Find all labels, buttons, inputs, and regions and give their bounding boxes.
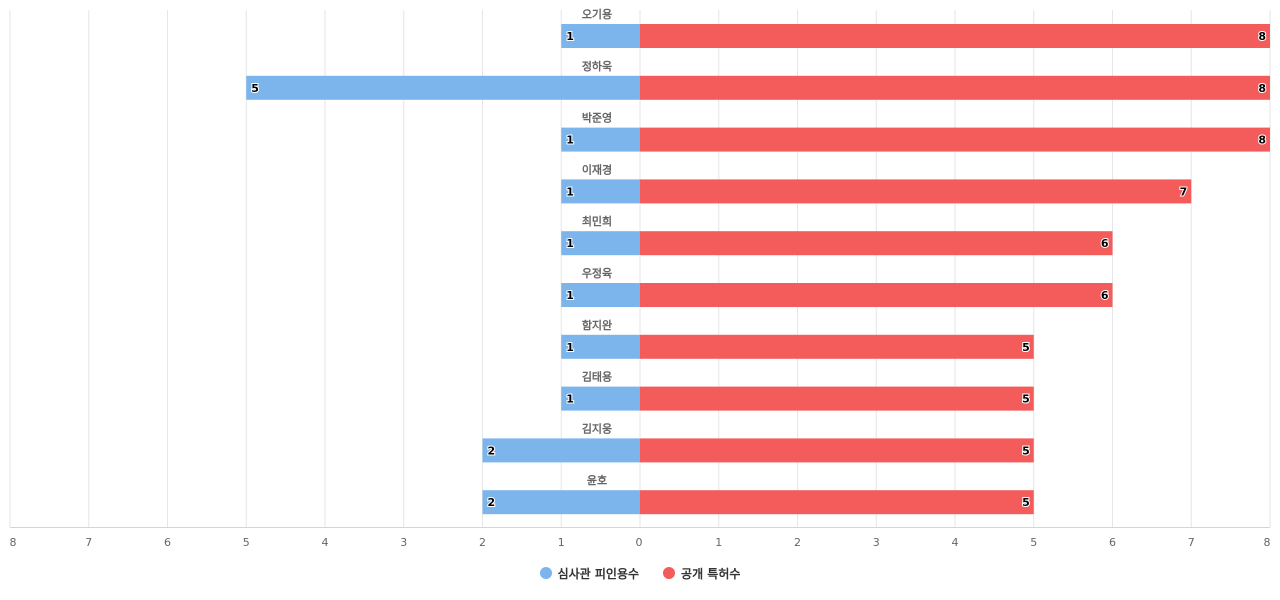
bar-left[interactable] — [561, 24, 640, 48]
x-tick-label: 8 — [10, 536, 17, 549]
x-tick-label: 8 — [1264, 536, 1271, 549]
data-label-left: 1 — [566, 185, 574, 198]
x-tick-label: 7 — [85, 536, 92, 549]
legend-label-series-2: 공개 특허수 — [681, 566, 741, 581]
x-tick-label: 1 — [715, 536, 722, 549]
bar-left[interactable] — [561, 334, 640, 359]
x-tick-label: 3 — [400, 536, 407, 549]
data-label-right: 5 — [1022, 393, 1030, 406]
category-label: 윤호 — [587, 473, 607, 487]
data-label-left: 2 — [488, 444, 496, 457]
bar-left[interactable] — [561, 179, 640, 204]
category-label: 김지웅 — [582, 421, 612, 435]
x-tick-label: 2 — [479, 536, 486, 549]
x-tick-label: 5 — [243, 536, 250, 549]
data-label-right: 8 — [1258, 82, 1266, 95]
legend-marker-series-2 — [663, 567, 676, 579]
category-label: 오기용 — [582, 7, 612, 21]
category-label: 함지완 — [582, 318, 612, 332]
x-tick-label: 3 — [873, 536, 880, 549]
data-label-right: 5 — [1022, 496, 1030, 509]
bar-right[interactable] — [640, 24, 1270, 48]
x-tick-label: 5 — [1030, 536, 1037, 549]
bar-left[interactable] — [561, 127, 640, 152]
legend: 심사관 피인용수 공개 특허수 — [0, 563, 1280, 583]
x-tick-label: 0 — [636, 536, 643, 549]
category-label: 최민희 — [582, 214, 612, 228]
x-tick-label: 6 — [1109, 536, 1116, 549]
category-label: 김태용 — [582, 370, 612, 384]
bar-right[interactable] — [640, 438, 1034, 463]
data-label-left: 1 — [566, 30, 574, 43]
bar-left[interactable] — [561, 231, 640, 256]
bar-right[interactable] — [640, 179, 1192, 204]
bar-right[interactable] — [640, 231, 1113, 256]
x-tick-label: 6 — [164, 536, 171, 549]
x-tick-label: 2 — [794, 536, 801, 549]
bar-left[interactable] — [246, 75, 640, 100]
x-tick-label: 4 — [952, 536, 959, 549]
x-tick-label: 1 — [558, 536, 565, 549]
bar-right[interactable] — [640, 283, 1113, 307]
bar-left[interactable] — [561, 386, 640, 411]
bar-right[interactable] — [640, 386, 1034, 411]
data-label-right: 8 — [1258, 134, 1266, 147]
data-label-right: 7 — [1180, 185, 1188, 198]
diverging-bar-chart: 8 7 6 5 4 3 2 1 0 1 2 3 4 5 6 7 8 오기용 1 8 정하욱 5 8 박준영 1 8 이재경 1 7 최민희… — [9, 7, 1271, 549]
data-label-left: 1 — [566, 237, 574, 250]
data-label-left: 5 — [251, 82, 259, 95]
bar-right[interactable] — [640, 127, 1270, 152]
data-label-right: 6 — [1101, 289, 1109, 302]
data-label-right: 8 — [1258, 30, 1266, 43]
data-label-left: 1 — [566, 134, 574, 147]
bar-left[interactable] — [561, 283, 640, 307]
legend-item-series-1[interactable]: 심사관 피인용수 — [539, 565, 640, 582]
data-label-right: 6 — [1101, 237, 1109, 250]
bar-right[interactable] — [640, 334, 1034, 359]
category-label: 우정육 — [582, 266, 612, 280]
legend-label-series-1: 심사관 피인용수 — [557, 566, 640, 581]
data-label-right: 5 — [1022, 444, 1030, 457]
data-label-left: 1 — [566, 341, 574, 354]
data-label-left: 2 — [488, 496, 496, 509]
x-tick-label: 7 — [1188, 536, 1195, 549]
data-label-left: 1 — [566, 393, 574, 406]
bar-left[interactable] — [482, 438, 641, 463]
bar-left[interactable] — [482, 490, 641, 515]
legend-item-series-2[interactable]: 공개 특허수 — [663, 565, 740, 582]
bar-right[interactable] — [640, 490, 1034, 515]
category-label: 정하욱 — [582, 59, 612, 73]
data-label-right: 5 — [1022, 341, 1030, 354]
data-label-left: 1 — [566, 289, 574, 302]
category-label: 박준영 — [582, 111, 612, 125]
category-label: 이재경 — [582, 162, 612, 176]
legend-marker-series-1 — [539, 567, 552, 579]
bar-right[interactable] — [640, 75, 1270, 100]
x-tick-label: 4 — [322, 536, 329, 549]
